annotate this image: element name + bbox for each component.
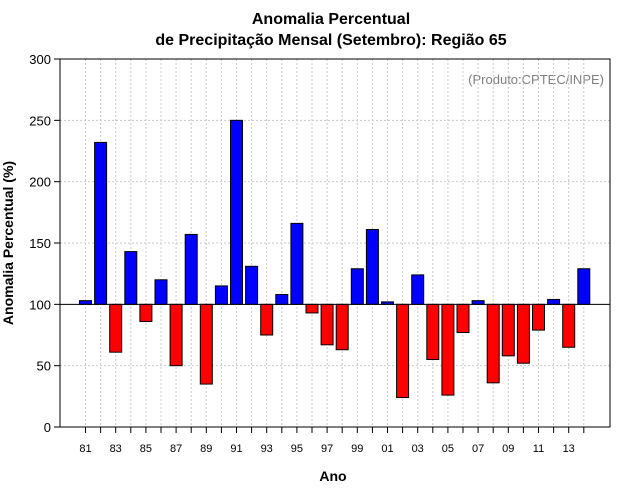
x-tick-label: 95	[291, 443, 303, 455]
bar-82	[94, 141, 108, 305]
y-tick-label: 50	[37, 359, 51, 374]
bar-07	[471, 300, 485, 305]
bar-81	[79, 300, 92, 305]
bar-92	[245, 265, 259, 305]
bar-09	[501, 303, 515, 357]
chart-subtitle: de Precipitação Mensal (Setembro): Regiã…	[155, 32, 506, 49]
x-tick-label: 85	[140, 443, 152, 455]
bar-98	[335, 303, 349, 351]
bar-85	[139, 303, 153, 323]
y-tick-label: 200	[29, 175, 51, 190]
bar-10	[516, 303, 530, 364]
x-tick-label: 13	[563, 443, 575, 455]
bar-06	[456, 303, 470, 334]
y-tick-label: 150	[29, 236, 51, 251]
x-tick-label: 87	[170, 443, 182, 455]
bars	[79, 119, 591, 399]
y-tick-label: 250	[29, 113, 51, 128]
bar-02	[396, 303, 410, 399]
x-tick-label: 07	[472, 443, 484, 455]
bar-97	[320, 303, 334, 346]
x-tick-label: 93	[261, 443, 273, 455]
bar-87	[169, 303, 183, 367]
x-tick-label: 03	[412, 443, 424, 455]
y-axis-title: Anomalia Percentual (%)	[0, 161, 16, 325]
bar-13	[562, 303, 576, 348]
x-axis-title: Ano	[319, 468, 346, 484]
bar-95	[290, 222, 304, 305]
bar-84	[124, 251, 138, 305]
x-tick-label: 89	[200, 443, 212, 455]
bar-99	[350, 268, 364, 305]
bar-00	[365, 229, 379, 305]
bar-11	[532, 303, 545, 331]
x-tick-label: 05	[442, 443, 454, 455]
x-tick-label: 01	[381, 443, 393, 455]
y-tick-label: 0	[44, 420, 51, 435]
x-tick-label: 09	[502, 443, 514, 455]
bar-03	[411, 274, 425, 305]
bar-90	[214, 285, 228, 305]
bar-88	[184, 233, 198, 305]
plot-frame	[59, 58, 611, 428]
bar-04	[426, 303, 440, 361]
y-tick-label: 100	[29, 297, 51, 312]
x-tick-label: 11	[533, 443, 544, 455]
bar-83	[109, 303, 123, 353]
x-tick-label: 81	[79, 443, 91, 455]
bar-91	[230, 119, 243, 305]
x-tick-label: 99	[351, 443, 363, 455]
bar-89	[199, 303, 213, 385]
bar-94	[275, 294, 289, 305]
chart-title: Anomalia Percentual	[252, 11, 410, 28]
bar-14	[577, 268, 591, 305]
bar-96	[305, 303, 319, 314]
chart-credit: (Produto:CPTEC/INPE)	[468, 72, 604, 87]
bar-05	[441, 303, 455, 396]
bar-12	[547, 298, 561, 305]
y-tick-label: 300	[29, 52, 51, 67]
grid-lines	[60, 58, 610, 428]
x-tick-label: 91	[230, 443, 242, 455]
bar-86	[154, 279, 168, 305]
bar-08	[486, 303, 500, 384]
x-tick-label: 97	[321, 443, 333, 455]
bar-93	[260, 303, 274, 336]
x-tick-label: 83	[110, 443, 122, 455]
